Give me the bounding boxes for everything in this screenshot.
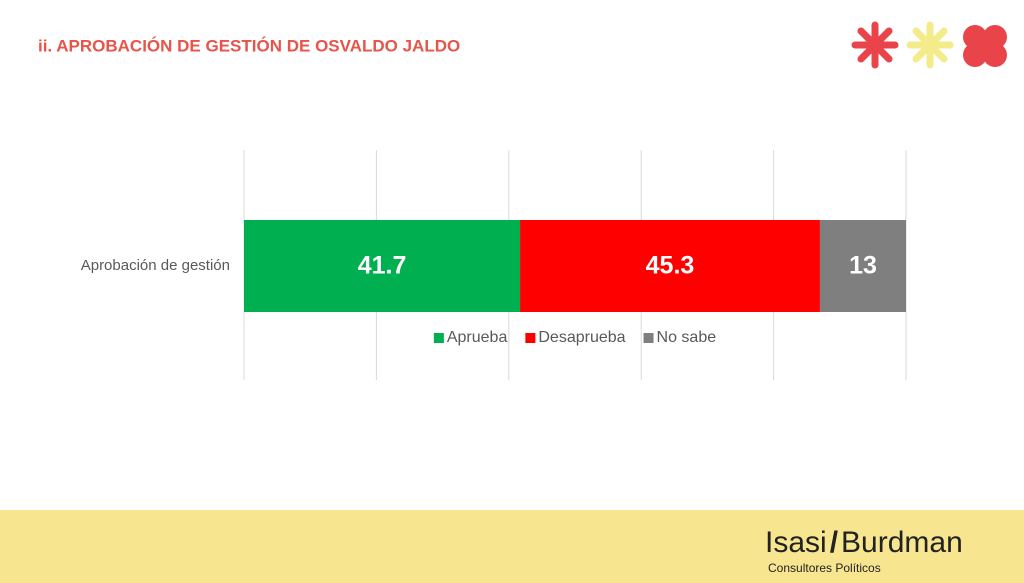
data-label: 45.3 <box>646 252 695 280</box>
footer-band <box>0 510 1024 583</box>
legend-label: Aprueba <box>447 329 508 346</box>
tagline: Consultores Políticos <box>768 561 881 575</box>
data-label: 13 <box>849 252 877 280</box>
legend-swatch <box>525 333 536 343</box>
data-label: 41.7 <box>358 252 407 280</box>
y-tick-label: Aprobación de gestión <box>81 257 230 274</box>
brand-left: Isasi <box>765 526 827 559</box>
logo <box>851 21 1007 69</box>
chart-title: ii. APROBACIÓN DE GESTIÓN DE OSVALDO JAL… <box>38 36 460 55</box>
chart: Aprobación de gestión 41.7 45.3 13 Aprueba De… <box>81 150 907 380</box>
bar-segment <box>520 220 820 312</box>
brand-sep: / <box>830 526 839 559</box>
bar-segment <box>244 220 521 312</box>
legend-swatch <box>433 333 444 343</box>
bar-segment <box>819 220 906 312</box>
brand: Isasi / Burdman <box>765 526 963 559</box>
legend-label: Desaprueba <box>538 329 625 346</box>
legend-label: No sabe <box>657 329 717 346</box>
brand-right: Burdman <box>841 526 963 559</box>
legend-swatch <box>643 333 654 343</box>
